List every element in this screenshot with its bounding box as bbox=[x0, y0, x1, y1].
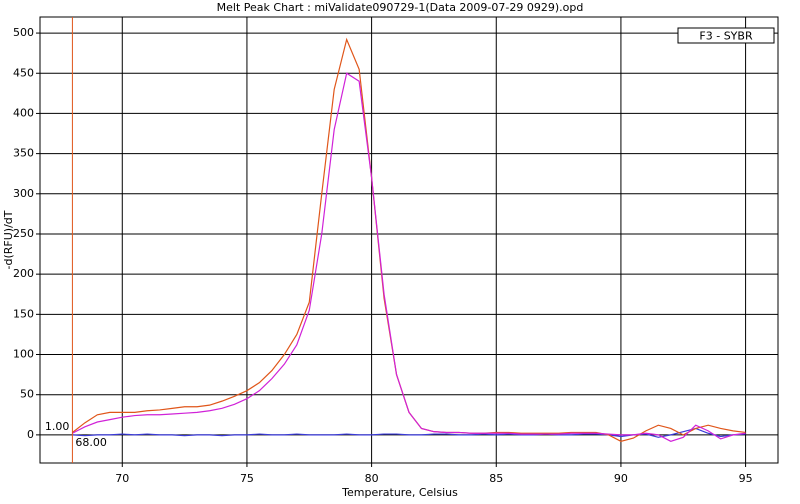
cursor-y-label: 1.00 bbox=[45, 420, 70, 433]
legend-box bbox=[677, 27, 775, 44]
y-tick-label: 400 bbox=[13, 106, 34, 119]
x-tick-label: 80 bbox=[365, 472, 379, 485]
x-tick-label: 95 bbox=[739, 472, 753, 485]
y-tick-label: 250 bbox=[13, 227, 34, 240]
x-tick-label: 70 bbox=[115, 472, 129, 485]
y-tick-label: 350 bbox=[13, 147, 34, 160]
data-line bbox=[72, 72, 746, 442]
legend-label: F3 - SYBR bbox=[699, 30, 753, 43]
plot-area bbox=[39, 16, 779, 464]
x-tick-label: 75 bbox=[240, 472, 254, 485]
y-axis-label: -d(RFU)/dT bbox=[2, 210, 15, 269]
x-tick-label: 90 bbox=[614, 472, 628, 485]
x-tick-label: 85 bbox=[489, 472, 503, 485]
chart-title: Melt Peak Chart : miValidate090729-1(Dat… bbox=[217, 1, 584, 14]
x-axis-label: Temperature, Celsius bbox=[341, 486, 458, 499]
y-tick-label: 150 bbox=[13, 307, 34, 320]
y-tick-label: 50 bbox=[20, 388, 34, 401]
y-tick-label: 300 bbox=[13, 187, 34, 200]
y-tick-label: 500 bbox=[13, 26, 34, 39]
y-tick-label: 450 bbox=[13, 66, 34, 79]
y-tick-label: 0 bbox=[27, 428, 34, 441]
y-tick-label: 200 bbox=[13, 267, 34, 280]
cursor-x-label: 68.00 bbox=[75, 436, 107, 449]
y-tick-label: 100 bbox=[13, 348, 34, 361]
